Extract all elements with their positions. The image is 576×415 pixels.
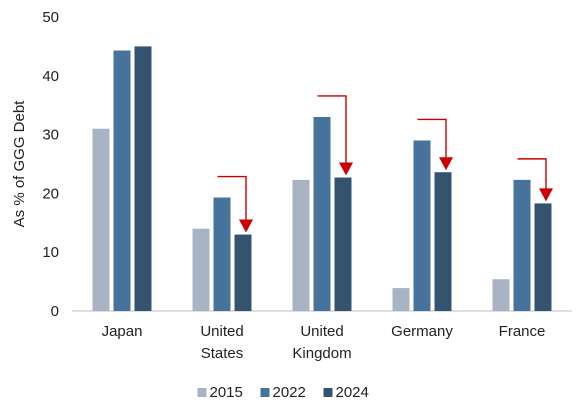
bar-2022-4 [513,179,531,311]
bar-2024-4 [534,203,552,311]
x-tick-label: Germany [391,323,453,340]
x-tick-label: States [201,345,244,362]
legend-label: 2024 [336,384,369,401]
y-tick-label: 30 [42,127,59,144]
bar-2024-0 [134,46,152,312]
x-tick-label: Japan [102,323,143,340]
bar-2022-2 [313,116,331,312]
decline-arrow-head [539,188,553,202]
y-tick-label: 10 [42,244,59,261]
legend-swatch-2015 [197,388,207,397]
x-tick-label: Kingdom [292,345,351,362]
decline-arrow-head [439,157,453,171]
bars [92,46,552,312]
decline-arrow-line [417,118,447,159]
bar-2015-3 [392,288,410,311]
bar-2024-1 [234,234,252,311]
y-tick-label: 20 [42,185,59,202]
decline-arrows [217,95,553,233]
bar-2015-1 [192,228,210,311]
x-axis-labels: Japan United States United Kingdom Germany Fra… [102,323,546,362]
x-tick-label: United [200,323,243,340]
legend-swatch-2024 [323,388,333,397]
decline-arrow-line [217,175,247,221]
decline-arrow-head [239,219,253,233]
bar-2015-4 [492,279,510,311]
y-axis: 0 10 20 30 40 50 [42,9,59,320]
legend-swatch-2022 [260,388,270,397]
x-tick-label: France [499,323,546,340]
y-axis-title: As % of GGG Debt [11,100,28,228]
legend: 2015 2022 2024 [197,384,369,401]
decline-arrow-line [517,158,547,190]
decline-arrow-line [317,95,347,164]
y-tick-label: 40 [42,68,59,85]
y-tick-label: 0 [51,303,59,320]
x-tick-label: United [300,323,343,340]
bar-2024-2 [334,177,352,311]
bar-2015-0 [92,128,110,311]
y-tick-label: 50 [42,9,59,26]
bar-2022-3 [413,140,431,311]
legend-label: 2015 [210,384,243,401]
decline-arrow-head [339,162,353,176]
bar-2015-2 [292,179,310,311]
bar-2024-3 [434,172,452,311]
legend-label: 2022 [273,384,306,401]
bar-2022-0 [113,50,131,312]
bar-2022-1 [213,197,231,311]
